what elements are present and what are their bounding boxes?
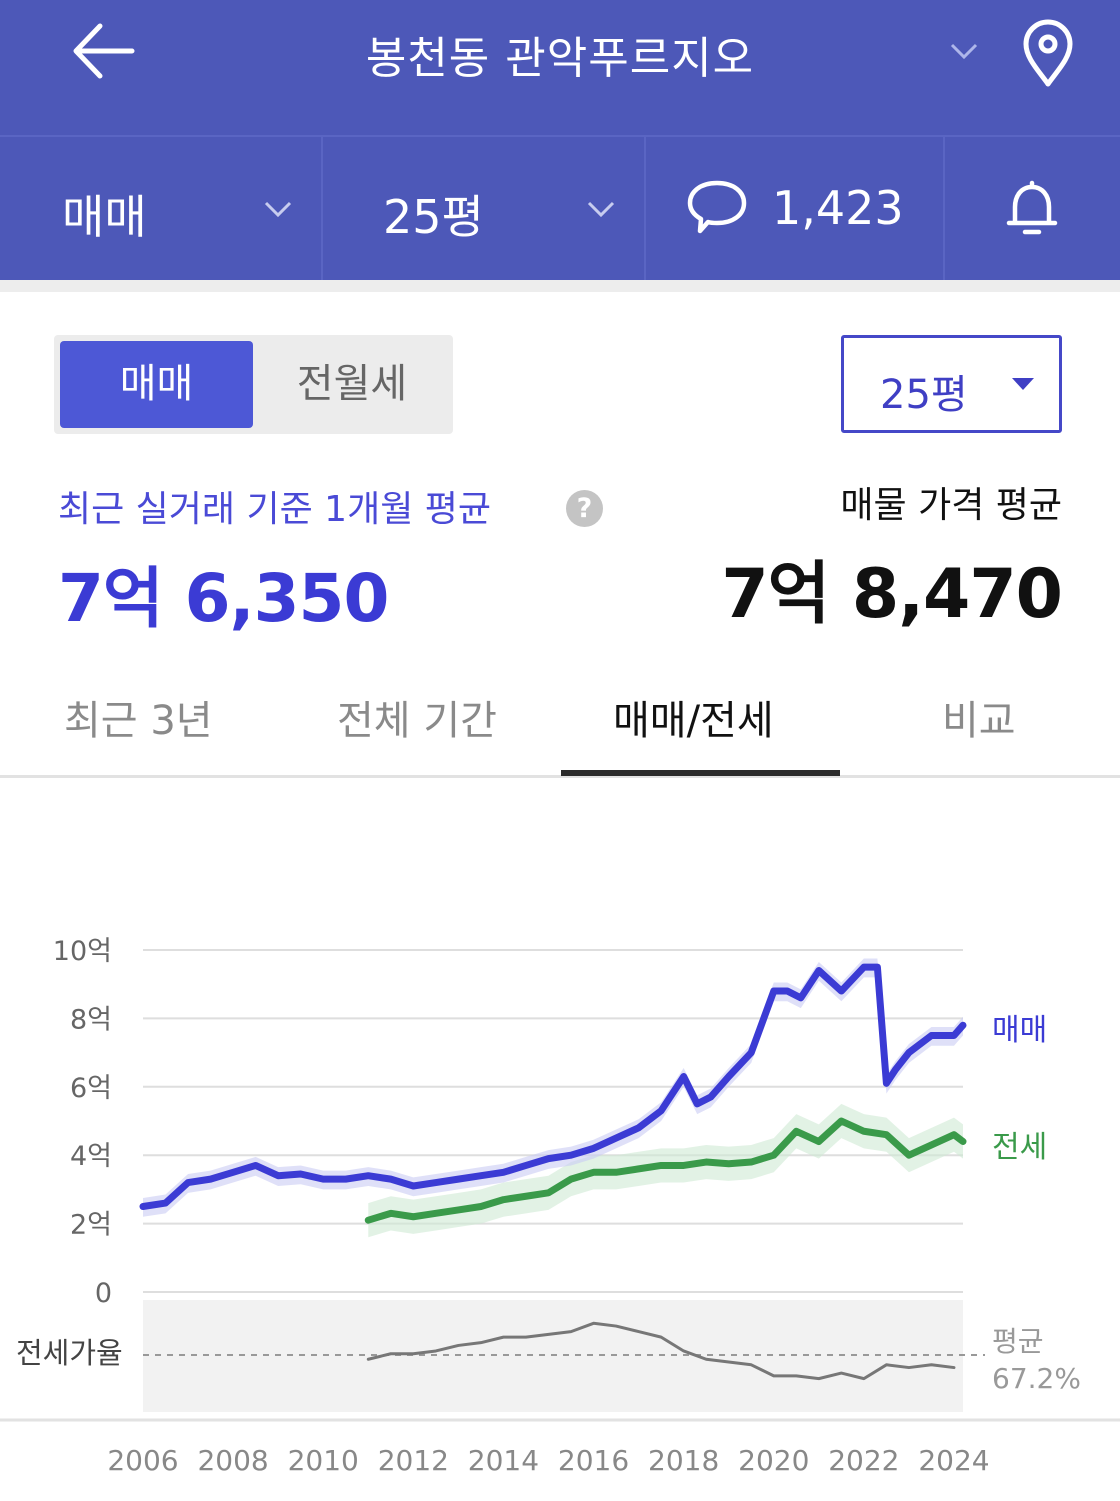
page-title[interactable]: 봉천동 관악푸르지오: [365, 33, 755, 84]
x-tick-label: 2012: [378, 1444, 449, 1477]
active-tab-indicator: [561, 770, 840, 776]
jeonse-range-band: [368, 1103, 963, 1238]
y-tick-label: 4억: [70, 1141, 112, 1172]
x-tick-label: 2006: [107, 1444, 178, 1477]
y-tick-label: 10억: [53, 936, 112, 967]
sale-range-band: [143, 958, 963, 1217]
toggle-rent[interactable]: 전월세: [296, 361, 408, 407]
x-tick-label: 2014: [468, 1444, 539, 1477]
size-select[interactable]: 25평: [841, 335, 1062, 433]
size-label: 25평: [383, 190, 484, 244]
chevron-down-icon: [587, 201, 615, 218]
tab-compare[interactable]: 비교: [942, 698, 1016, 744]
average-label: 평균: [992, 1325, 1044, 1358]
y-tick-label: 2억: [70, 1210, 112, 1241]
tab-all-period[interactable]: 전체 기간: [337, 698, 497, 744]
ratio-label: 전세가율: [16, 1336, 123, 1370]
filter-bar: 매매 25평 1,423: [0, 135, 1120, 280]
y-tick-label: 8억: [70, 1004, 112, 1035]
jeonse-ratio-line: [366, 1321, 956, 1381]
recent-average-price: 7억 6,350: [58, 560, 389, 637]
speech-bubble-icon: [687, 180, 747, 234]
x-tick-label: 2008: [197, 1444, 268, 1477]
location-pin-icon[interactable]: [1018, 18, 1078, 90]
size-select-value: 25평: [880, 372, 968, 418]
chevron-down-icon[interactable]: [944, 36, 984, 66]
trade-type-dropdown[interactable]: 매매: [0, 137, 323, 280]
caret-down-icon: [1012, 378, 1034, 390]
legend-sale: 매매: [992, 1013, 1047, 1048]
sale-line: [139, 963, 967, 1210]
recent-average-label: 최근 실거래 기준 1개월 평균: [58, 489, 491, 530]
x-tick-label: 2024: [918, 1444, 989, 1477]
x-tick-label: 2010: [288, 1444, 359, 1477]
listing-average-label: 매물 가격 평균: [840, 485, 1062, 526]
bell-icon: [1006, 180, 1058, 235]
tab-sale-jeonse[interactable]: 매매/전세: [613, 698, 774, 744]
back-arrow-icon[interactable]: [66, 18, 142, 84]
alert-button[interactable]: [945, 137, 1120, 280]
comment-count: 1,423: [772, 181, 904, 235]
top-bar: 봉천동 관악푸르지오: [0, 0, 1120, 135]
average-value: 67.2%: [992, 1362, 1081, 1395]
y-tick-label: 0: [95, 1278, 112, 1309]
size-dropdown[interactable]: 25평: [323, 137, 646, 280]
x-tick-label: 2022: [828, 1444, 899, 1477]
legend-jeonse: 전세: [992, 1130, 1047, 1165]
x-tick-label: 2016: [558, 1444, 629, 1477]
trade-toggle: 매매 전월세: [54, 335, 453, 434]
period-tabs: 최근 3년 전체 기간 매매/전세 비교: [0, 670, 1120, 778]
price-chart: 10억 8억 6억 4억 2억 0 2006 2008 2010 2012 2014 2016 201…: [0, 936, 1120, 1477]
chevron-down-icon: [264, 201, 292, 218]
y-tick-label: 6억: [70, 1073, 112, 1104]
x-tick-label: 2018: [648, 1444, 719, 1477]
divider: [0, 280, 1120, 292]
help-icon[interactable]: ?: [566, 490, 603, 527]
comments-button[interactable]: 1,423: [646, 137, 945, 280]
x-tick-label: 2020: [738, 1444, 809, 1477]
tab-recent-3y[interactable]: 최근 3년: [64, 698, 213, 744]
jeonse-line: [364, 1117, 967, 1224]
listing-average-price: 7억 8,470: [721, 555, 1063, 634]
trade-type-label: 매매: [62, 190, 147, 244]
toggle-sale[interactable]: 매매: [60, 341, 253, 428]
